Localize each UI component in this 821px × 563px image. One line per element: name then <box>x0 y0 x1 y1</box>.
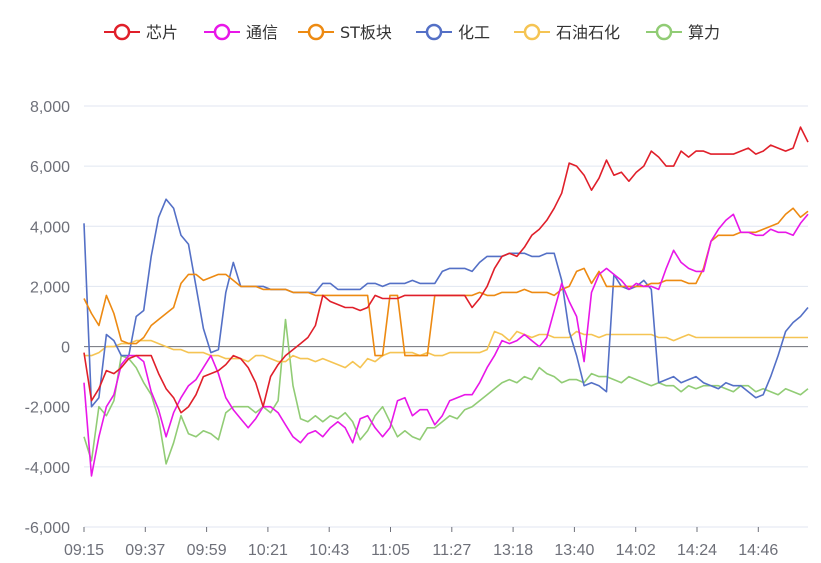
axis-layer: -6,000 -4,000 -2,000 0 2,000 4,000 6,000 8,000 0… <box>25 99 808 559</box>
legend-label: 石油石化 <box>556 23 620 42</box>
y-tick-label: -4,000 <box>25 460 70 477</box>
legend-marker-icon <box>523 23 541 41</box>
y-tick-label: 2,000 <box>30 279 70 296</box>
y-tick-label: 6,000 <box>30 159 70 176</box>
legend-label: 算力 <box>688 23 720 42</box>
x-tick-label: 14:02 <box>616 542 656 559</box>
series-line-1 <box>83 213 809 477</box>
x-tick-label: 14:24 <box>677 542 717 559</box>
legend-label: 通信 <box>246 23 278 42</box>
y-tick-label: 0 <box>61 340 70 357</box>
series-line-2 <box>83 207 809 357</box>
x-tick-label: 10:21 <box>248 542 288 559</box>
legend-label: 芯片 <box>146 23 178 42</box>
x-tick-label: 09:59 <box>187 542 227 559</box>
legend-item[interactable]: ST板块 <box>298 23 392 42</box>
series-line-0 <box>83 126 809 414</box>
legend-marker-icon <box>307 23 325 41</box>
legend[interactable]: 芯片 通信 ST板块 化工 石油石化 算力 <box>104 23 720 42</box>
series-line-5 <box>83 318 809 465</box>
legend-item[interactable]: 算力 <box>646 23 720 42</box>
legend-item[interactable]: 石油石化 <box>514 23 620 42</box>
y-tick-label: -2,000 <box>25 400 70 417</box>
y-tick-label: -6,000 <box>25 520 70 537</box>
grid-layer <box>84 105 808 528</box>
legend-item[interactable]: 化工 <box>416 23 490 42</box>
x-tick-label: 11:27 <box>432 542 471 559</box>
series-line-4 <box>84 330 808 369</box>
x-tick-label: 13:18 <box>493 542 533 559</box>
y-tick-label: 4,000 <box>30 219 70 236</box>
legend-item[interactable]: 芯片 <box>104 23 178 42</box>
y-tick-label: 8,000 <box>30 99 70 116</box>
x-tick-label: 09:15 <box>64 542 104 559</box>
x-tick-label: 14:46 <box>738 542 778 559</box>
x-tick-label: 11:05 <box>371 542 410 559</box>
x-tick-label: 09:37 <box>125 542 165 559</box>
legend-marker-icon <box>655 23 673 41</box>
legend-marker-icon <box>113 23 131 41</box>
series-line-3 <box>83 198 809 408</box>
x-tick-label: 13:40 <box>554 542 594 559</box>
legend-label: ST板块 <box>340 23 392 42</box>
legend-marker-icon <box>425 23 443 41</box>
legend-item[interactable]: 通信 <box>204 23 278 42</box>
legend-marker-icon <box>213 23 231 41</box>
x-tick-label: 10:43 <box>309 542 349 559</box>
legend-label: 化工 <box>458 23 490 42</box>
series-layer <box>83 126 809 477</box>
